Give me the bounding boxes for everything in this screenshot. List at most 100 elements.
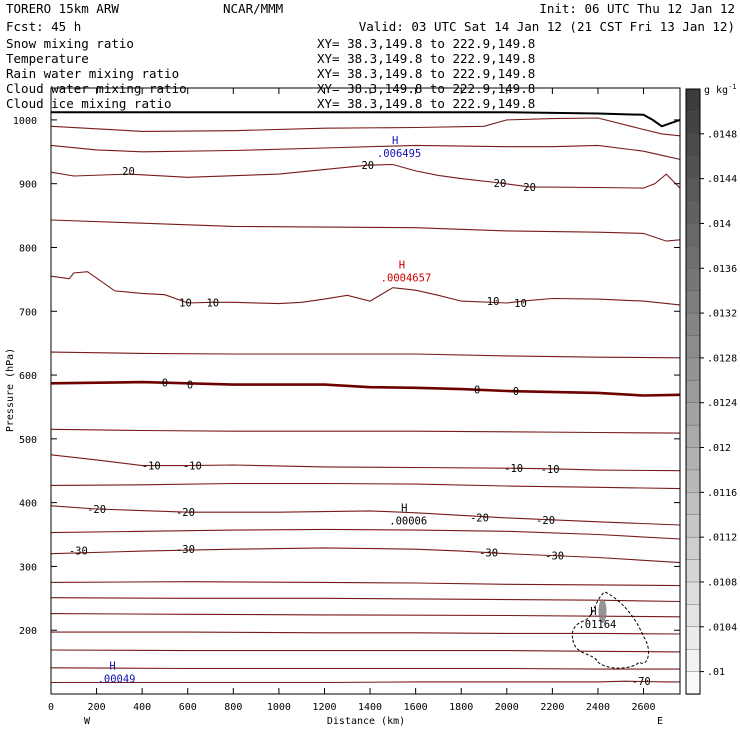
isotherm-line — [51, 144, 680, 160]
x-tick-label: 400 — [133, 702, 151, 713]
isotherm-line — [51, 613, 680, 618]
x-tick-label: 800 — [224, 702, 242, 713]
center-name: NCAR/MMM — [223, 1, 283, 16]
isotherm-label: 0 — [513, 386, 519, 398]
isotherm-line — [51, 505, 680, 526]
isotherm-line — [51, 482, 680, 490]
colorbar-segment — [685, 604, 701, 628]
isotherm-line — [51, 117, 680, 137]
east-label: E — [657, 716, 663, 727]
y-tick-label: 700 — [19, 307, 37, 318]
colorbar-segment — [685, 223, 701, 247]
colorbar-segment — [685, 312, 701, 337]
isotherm-label: -20 — [536, 515, 555, 527]
legend-label-rain: Rain water mixing ratio — [6, 66, 179, 81]
colorbar-label: .0132 — [707, 309, 737, 320]
plot-area: -70 -30 -30 -30 -30 -20 -20 -20 -20 -10 -10 -10 -10 0… — [13, 87, 737, 713]
colorbar-segment — [685, 156, 701, 180]
colorbar-segment — [685, 648, 701, 673]
colorbar-segment — [685, 245, 701, 269]
colorbar-frame — [685, 88, 701, 695]
colorbar-unit-text: g kg — [704, 85, 728, 96]
isotherm-label: -30 — [69, 545, 88, 557]
plot-frame — [50, 87, 681, 695]
isotherm-line — [51, 454, 680, 472]
legend-xy-rain: XY= 38.3,149.8 to 222.9,149.8 — [317, 66, 535, 81]
isotherm-line — [51, 219, 680, 242]
y-tick-label: 300 — [19, 562, 37, 573]
isotherm-line — [51, 597, 680, 603]
snow-shading — [598, 599, 607, 624]
isotherm-line — [51, 428, 680, 434]
colorbar-segment — [685, 424, 701, 449]
legend-xy-temperature: XY= 38.3,149.8 to 222.9,149.8 — [317, 51, 535, 66]
x-tick-label: 1600 — [404, 702, 428, 713]
isotherm-label: -10 — [504, 463, 523, 475]
isotherm-label: 20 — [523, 182, 536, 194]
legend-label-cloud-ice: Cloud ice mixing ratio — [6, 96, 172, 111]
isotherm-label: 0 — [187, 380, 193, 392]
isotherm-line — [51, 547, 680, 564]
isotherm-line — [51, 581, 680, 587]
isotherm-label: -70 — [632, 676, 651, 688]
extremum-marker: H — [401, 502, 407, 514]
plot-inner: -70 -30 -30 -30 -30 -20 -20 -20 -20 -10 -10 -10 -10 0… — [51, 111, 680, 688]
colorbar-segment — [685, 380, 701, 404]
y-tick-label: 800 — [19, 243, 37, 254]
colorbar-segment — [685, 581, 701, 606]
colorbar-label: .0104 — [707, 622, 737, 633]
y-tick-label: 200 — [19, 626, 37, 637]
isotherm-line — [51, 528, 680, 540]
isotherm-label: 10 — [179, 297, 192, 309]
colorbar-segment — [685, 559, 701, 583]
colorbar-unit: g kg-1 — [704, 83, 737, 96]
extremum-marker: H — [392, 135, 398, 147]
isotherm-label: 20 — [122, 166, 135, 178]
extremum-value: .01164 — [578, 619, 616, 631]
extremum-value: .0004657 — [381, 272, 432, 284]
y-tick-label: 900 — [19, 180, 37, 191]
y-tick-label: 400 — [19, 499, 37, 510]
isotherm-label: 0 — [474, 385, 480, 397]
colorbar-label: .01 — [707, 667, 725, 678]
x-tick-label: 2400 — [586, 702, 610, 713]
colorbar-segment — [685, 492, 701, 516]
colorbar-label: .0108 — [707, 577, 737, 588]
legend-label-snow: Snow mixing ratio — [6, 36, 134, 51]
isotherm-label: -10 — [541, 464, 560, 476]
isotherm-label: 10 — [206, 297, 219, 309]
y-tick-label: 600 — [19, 371, 37, 382]
isotherm-line — [51, 667, 680, 670]
colorbar-segment — [685, 469, 701, 494]
legend-xy-snow: XY= 38.3,149.8 to 222.9,149.8 — [317, 36, 535, 51]
extremum-marker: H — [590, 606, 596, 618]
colorbar-segment — [685, 357, 701, 381]
colorbar-segment — [685, 200, 701, 225]
x-tick-label: 0 — [48, 702, 54, 713]
isotherm-line — [51, 351, 680, 359]
x-tick-label: 1800 — [449, 702, 473, 713]
colorbar-label: .0124 — [707, 398, 737, 409]
isotherm-line — [51, 271, 680, 306]
y-axis-title: Pressure (hPa) — [5, 348, 16, 432]
colorbar-segment — [685, 447, 701, 471]
isotherm-line — [51, 649, 680, 653]
extremum-value: .00049 — [98, 674, 136, 686]
legend: Snow mixing ratio XY= 38.3,149.8 to 222.… — [6, 36, 535, 111]
colorbar-label: .012 — [707, 443, 731, 454]
x-tick-label: 2000 — [495, 702, 519, 713]
x-tick-label: 1000 — [267, 702, 291, 713]
x-tick-label: 2600 — [631, 702, 655, 713]
isotherm-label: -20 — [176, 507, 195, 519]
extremum-value: .006495 — [377, 148, 421, 160]
colorbar-label: .0112 — [707, 533, 737, 544]
colorbar-segment — [685, 111, 701, 135]
cloud-ice-contour — [571, 591, 650, 669]
isotherm-label: -30 — [479, 547, 498, 559]
colorbar-segment — [685, 536, 701, 561]
valid-time: Valid: 03 UTC Sat 14 Jan 12 (21 CST Fri … — [359, 19, 735, 34]
isotherm-label: -30 — [545, 551, 564, 563]
init-time: Init: 06 UTC Thu 12 Jan 12 — [539, 1, 735, 16]
colorbar-label: .0136 — [707, 264, 737, 275]
x-axis-title: Distance (km) — [327, 716, 405, 727]
